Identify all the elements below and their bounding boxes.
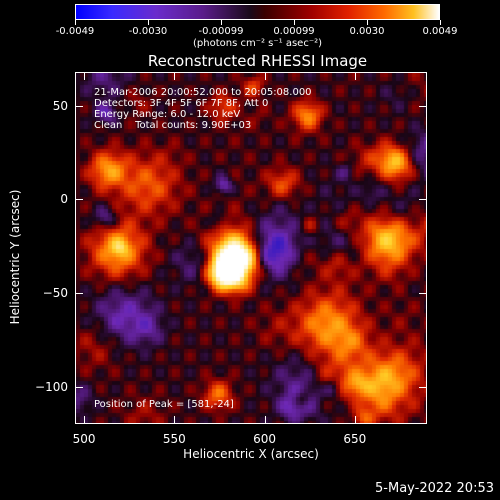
x-tick: [84, 72, 86, 80]
colorbar-tick: [440, 20, 441, 25]
annotation-clean: Clean Total counts: 9.90E+03: [94, 120, 252, 131]
annotation-detectors: Detectors: 3F 4F 5F 6F 7F 8F, Att 0: [94, 98, 269, 109]
colorbar-units: (photons cm⁻² s⁻¹ asec⁻²): [192, 38, 323, 49]
y-tick: [75, 199, 83, 201]
y-tick-label: −100: [35, 379, 68, 394]
y-tick: [75, 386, 83, 388]
x-axis-title: Heliocentric X (arcsec): [183, 447, 319, 461]
colorbar-tick: [367, 20, 368, 25]
x-tick: [354, 416, 356, 424]
timestamp: 5-May-2022 20:53: [375, 481, 494, 496]
annotation-energy: Energy Range: 6.0 - 12.0 keV: [94, 109, 241, 120]
colorbar-tick-label: -0.0049: [55, 26, 95, 37]
annotation-time: 21-Mar-2006 20:00:52.000 to 20:05:08.000: [94, 87, 312, 98]
x-tick: [174, 72, 176, 80]
x-tick: [264, 416, 266, 424]
x-tick: [264, 72, 266, 80]
colorbar-tick-label: -0.0030: [128, 26, 168, 37]
annotation-peak: Position of Peak = [581,-24]: [94, 399, 234, 410]
x-tick: [84, 416, 86, 424]
colorbar-tick: [221, 20, 222, 25]
colorbar-tick: [294, 20, 295, 25]
chart-title: Reconstructed RHESSI Image: [147, 52, 368, 70]
y-tick-label: 50: [52, 98, 68, 113]
y-tick-label: −50: [42, 285, 68, 300]
colorbar: [75, 4, 440, 20]
colorbar-tick: [75, 20, 76, 25]
colorbar-tick-label: 0.0030: [349, 26, 385, 37]
x-tick: [354, 72, 356, 80]
colorbar-tick-label: 0.00099: [273, 26, 315, 37]
y-tick: [75, 105, 83, 107]
x-tick-label: 550: [162, 432, 186, 446]
colorbar-tick-label: -0.00099: [198, 26, 244, 37]
heatmap-plot: 21-Mar-2006 20:00:52.000 to 20:05:08.000…: [75, 72, 427, 424]
y-tick-label: 0: [60, 192, 68, 207]
y-tick: [419, 292, 427, 294]
y-tick: [75, 292, 83, 294]
heatmap-canvas: [76, 73, 426, 423]
x-tick-label: 600: [253, 432, 276, 446]
x-tick-label: 500: [72, 432, 96, 446]
x-tick: [174, 416, 176, 424]
colorbar-tick-label: 0.0049: [422, 26, 458, 37]
y-tick: [419, 386, 427, 388]
y-tick: [419, 199, 427, 201]
x-tick-label: 650: [343, 432, 367, 446]
y-tick: [419, 105, 427, 107]
colorbar-tick: [148, 20, 149, 25]
